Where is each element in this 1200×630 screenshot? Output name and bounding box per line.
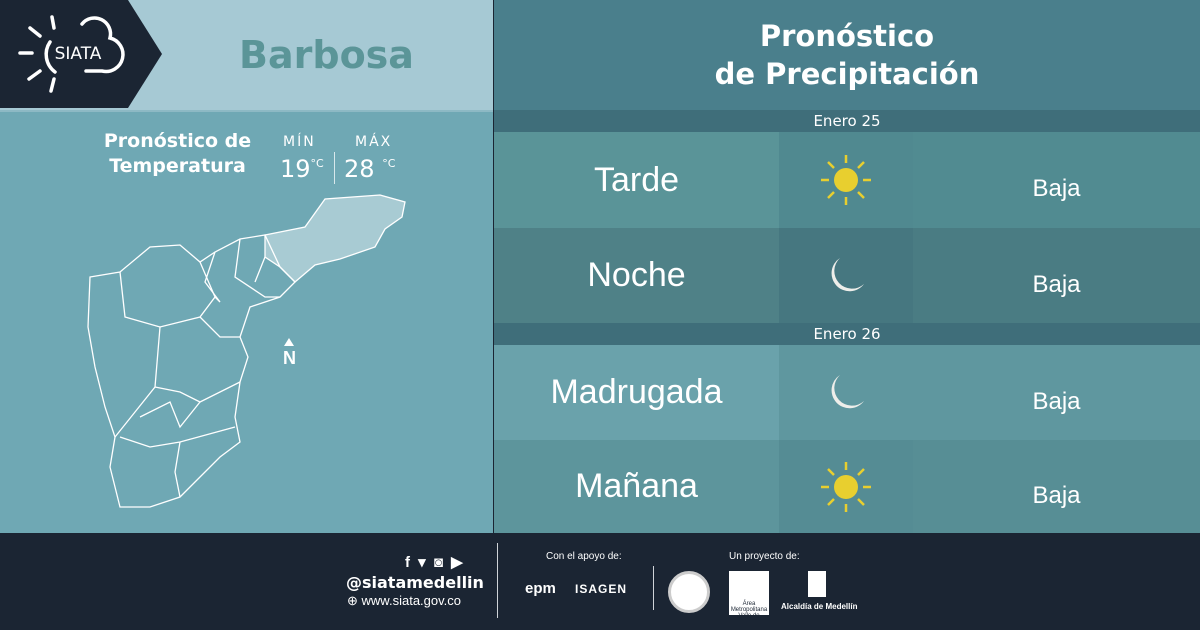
social-handle[interactable]: @siatamedellin <box>346 573 484 592</box>
globe-icon: ⊕ <box>347 593 358 608</box>
max-temp: 28 °C <box>344 155 396 183</box>
max-label: MÁX <box>355 134 393 150</box>
moon-icon <box>779 345 913 440</box>
siata-logo: SIATA <box>0 0 162 108</box>
period-label: Tarde <box>494 132 779 228</box>
isagen-logo: ISAGEN <box>575 582 628 596</box>
temperature-title-line2: Temperatura <box>109 155 246 177</box>
temperature-title-line1: Pronóstico de <box>103 130 252 152</box>
period-label: Madrugada <box>494 345 779 440</box>
footer: f ▾ ◙ ▶ @siatamedellin ⊕ www.siata.gov.c… <box>0 533 1200 630</box>
forecast-row: Mañana Baja <box>494 440 1200 533</box>
date-bar: Enero 26 <box>494 323 1200 345</box>
support-label: Con el apoyo de: <box>546 551 622 562</box>
project-label: Un proyecto de: <box>729 551 800 562</box>
moon-icon <box>779 228 913 323</box>
temperature-panel: Pronóstico de Temperatura MÍN MÁX 19°C 2… <box>0 110 493 533</box>
precipitation-level: Baja <box>913 345 1200 440</box>
svg-text:SIATA: SIATA <box>55 44 102 64</box>
forecast-row: Madrugada Baja <box>494 345 1200 440</box>
social-icons[interactable]: f ▾ ◙ ▶ <box>405 554 465 571</box>
period-label: Noche <box>494 228 779 323</box>
temperature-title: Pronóstico de Temperatura <box>90 129 265 179</box>
precipitation-level: Baja <box>913 440 1200 533</box>
forecast-row: Tarde Baja <box>494 132 1200 228</box>
min-label: MÍN <box>283 134 316 150</box>
sun-icon <box>779 440 913 533</box>
north-arrow-icon <box>284 338 294 346</box>
website-link[interactable]: ⊕ www.siata.gov.co <box>347 593 461 608</box>
precipitation-level: Baja <box>913 228 1200 323</box>
alcaldia-label: Alcaldía de Medellín <box>781 602 858 611</box>
north-label: N <box>283 348 296 368</box>
precipitation-title: Pronóstico de Precipitación <box>494 0 1200 110</box>
date-bar: Enero 25 <box>494 110 1200 132</box>
alcaldia-crest <box>808 571 826 597</box>
medellin-seal <box>668 571 710 613</box>
sun-icon <box>779 132 913 228</box>
area-metropolitana-logo: Área Metropolitana Valle de Aburrá <box>729 571 769 615</box>
period-label: Mañana <box>494 440 779 533</box>
city-name: Barbosa <box>239 33 414 77</box>
municipality-map <box>87 194 406 508</box>
epm-logo: epm <box>525 580 556 597</box>
min-temp: 19°C <box>280 155 324 183</box>
forecast-row: Noche Baja <box>494 228 1200 323</box>
precipitation-level: Baja <box>913 132 1200 228</box>
